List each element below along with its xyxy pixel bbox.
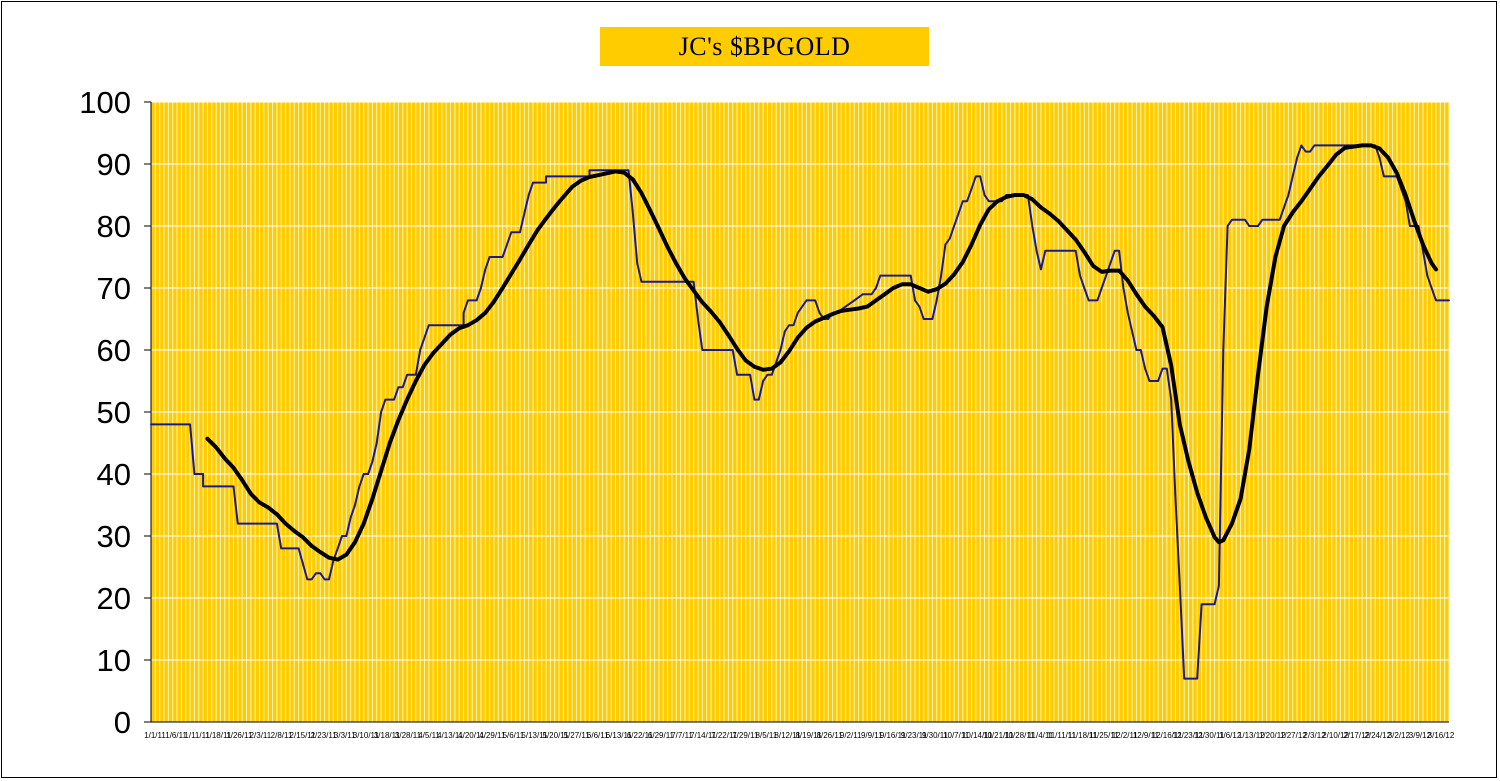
- x-tick-label: 6/29/11: [648, 731, 675, 740]
- y-tick-label: 10: [97, 643, 131, 678]
- x-tick-label: 11/18/11: [1068, 731, 1099, 740]
- x-tick-label: 10/7/11: [943, 731, 970, 740]
- x-tick-label: 12/9/11: [1133, 731, 1160, 740]
- x-tick-label: 3/2/12: [1388, 731, 1411, 740]
- chart-title-box: JC's $BPGOLD: [600, 27, 929, 66]
- chart-title: JC's $BPGOLD: [678, 31, 851, 61]
- x-tick-label: 4/20/11: [458, 731, 485, 740]
- x-tick-label: 12/23/11: [1173, 731, 1204, 740]
- x-tick-label: 2/3/12: [1303, 731, 1326, 740]
- x-tick-label: 6/6/11: [587, 731, 609, 740]
- x-tick-label: 1/1/11: [144, 731, 166, 740]
- x-tick-label: 1/6/12: [1219, 731, 1242, 740]
- x-tick-label: 9/9/11: [861, 731, 883, 740]
- y-tick-label: 90: [97, 147, 131, 182]
- series-layer: [150, 143, 1450, 680]
- x-tick-label: 12/16/11: [1152, 731, 1183, 740]
- x-tick-label: 1/20/12: [1259, 731, 1286, 740]
- x-tick-label: 10/14/11: [962, 731, 993, 740]
- y-tick-label: 60: [97, 333, 131, 368]
- x-tick-label: 3/16/12: [1428, 731, 1455, 740]
- y-tick-label: 100: [79, 85, 131, 120]
- y-tick-label: 20: [97, 581, 131, 616]
- x-tick-label: 7/14/11: [690, 731, 717, 740]
- x-tick-label: 1/18/11: [205, 731, 232, 740]
- y-tick-label: 70: [97, 271, 131, 306]
- x-tick-label: 2/10/12: [1322, 731, 1349, 740]
- x-tick-label: 2/17/12: [1343, 731, 1370, 740]
- x-tick-label: 4/29/11: [479, 731, 506, 740]
- x-tick-label: 9/23/11: [901, 731, 928, 740]
- x-tick-label: 6/22/11: [627, 731, 654, 740]
- y-tick-label: 40: [97, 457, 131, 492]
- y-tick-label: 0: [114, 705, 131, 740]
- y-tick-label: 50: [97, 395, 131, 430]
- x-tick-label: 1/11/11: [184, 731, 210, 740]
- x-axis: 1/1/11 1/6/111/11/111/18/111/26/112/3/11 2…: [144, 721, 1455, 740]
- x-tick-label: 3/10/11: [353, 731, 380, 740]
- series-1: [150, 144, 1450, 680]
- x-tick-label: 11/4/11: [1028, 731, 1054, 740]
- y-tick-label: 30: [97, 519, 131, 554]
- x-tick-label: 3/28/11: [395, 731, 422, 740]
- x-tick-label: 1/6/11: [165, 731, 187, 740]
- x-tick-label: 6/13/11: [606, 731, 633, 740]
- x-tick-label: 11/11/11: [1047, 731, 1077, 740]
- x-tick-label: 5/20/11: [543, 731, 570, 740]
- x-tick-label: 8/12/11: [774, 731, 801, 740]
- series-line: [205, 143, 1438, 562]
- x-tick-label: 7/22/11: [711, 731, 738, 740]
- x-tick-label: 3/18/11: [374, 731, 401, 740]
- series-line: [150, 144, 1450, 680]
- x-tick-label: 2/24/12: [1364, 731, 1391, 740]
- y-tick-label: 80: [97, 209, 131, 244]
- x-tick-label: 2/3/11: [250, 731, 272, 740]
- x-tick-label: 8/19/11: [795, 731, 822, 740]
- x-tick-label: 5/6/11: [503, 731, 525, 740]
- x-tick-label: 3/9/12: [1409, 731, 1432, 740]
- x-tick-label: 3/3/11: [334, 731, 356, 740]
- x-tick-label: 12/30/11: [1194, 731, 1225, 740]
- x-tick-label: 4/5/11: [418, 731, 440, 740]
- x-tick-label: 11/25/11: [1089, 731, 1120, 740]
- x-tick-label: 9/30/11: [922, 731, 949, 740]
- y-axis: 0 10 20 30 40 50 60 70 80 90 100: [79, 85, 152, 740]
- x-tick-label: 9/16/11: [880, 731, 907, 740]
- x-tick-label: 7/29/11: [732, 731, 759, 740]
- x-tick-label: 1/26/11: [226, 731, 253, 740]
- x-tick-label: 8/26/11: [817, 731, 844, 740]
- x-tick-label: 2/8/11: [271, 731, 293, 740]
- x-tick-label: 10/21/11: [983, 731, 1014, 740]
- x-tick-label: 1/13/12: [1238, 731, 1265, 740]
- x-tick-label: 5/13/11: [521, 731, 548, 740]
- x-tick-label: 2/23/11: [311, 731, 338, 740]
- x-tick-label: 7/7/11: [671, 731, 693, 740]
- x-tick-label: 8/5/11: [756, 731, 778, 740]
- series-2: [205, 143, 1438, 562]
- x-tick-label: 5/27/11: [564, 731, 591, 740]
- x-tick-label: 4/13/11: [437, 731, 464, 740]
- x-tick-label: 12/2/11: [1112, 731, 1139, 740]
- x-tick-label: 10/28/11: [1004, 731, 1035, 740]
- x-tick-label: 1/27/12: [1280, 731, 1307, 740]
- x-tick-label: 9/2/11: [840, 731, 862, 740]
- x-tick-label: 2/15/11: [290, 731, 317, 740]
